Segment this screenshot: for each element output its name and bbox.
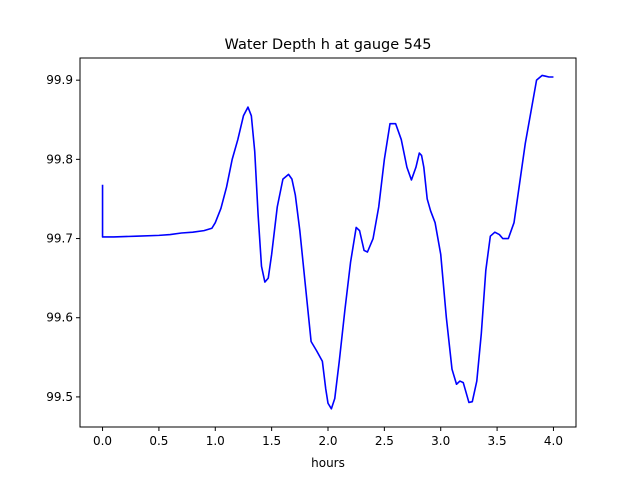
chart-title: Water Depth h at gauge 545 — [225, 37, 432, 53]
y-tick-label: 99.5 — [46, 390, 73, 404]
x-tick-label: 3.0 — [431, 434, 450, 448]
x-axis-title: hours — [311, 456, 345, 470]
y-tick-label: 99.7 — [46, 232, 73, 246]
x-tick-label: 4.0 — [544, 434, 563, 448]
series-layer — [101, 74, 554, 410]
y-tick-label: 99.9 — [46, 73, 73, 87]
plot-frame — [79, 57, 577, 428]
series-line-0 — [101, 74, 554, 410]
x-tick-label: 2.0 — [318, 434, 337, 448]
axis-ticks: 0.0 0.5 1.0 1.5 2.0 2.5 3.0 3.5 4.0 99.5 99.6 99.7 9… — [46, 73, 563, 448]
x-tick-label: 0.5 — [149, 434, 168, 448]
x-tick-label: 1.5 — [262, 434, 281, 448]
x-tick-label: 1.0 — [206, 434, 225, 448]
x-tick-label: 0.0 — [93, 434, 112, 448]
x-tick-label: 2.5 — [375, 434, 394, 448]
x-tick-label: 3.5 — [488, 434, 507, 448]
plot-area — [80, 58, 576, 427]
y-tick-label: 99.8 — [46, 152, 73, 166]
y-tick-label: 99.6 — [46, 311, 73, 325]
